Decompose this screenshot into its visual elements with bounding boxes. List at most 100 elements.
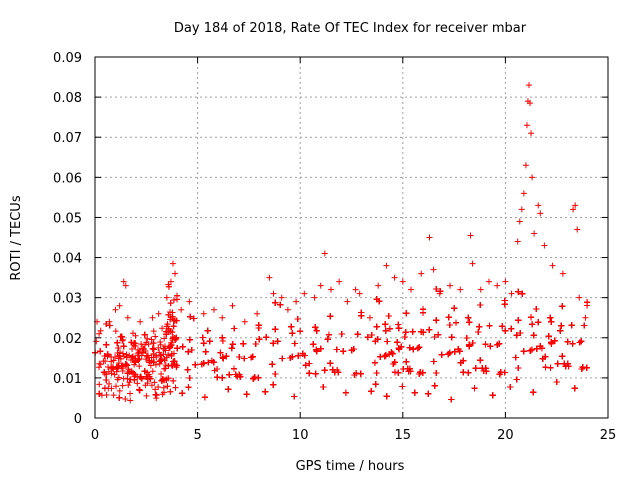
data-point (167, 388, 174, 395)
data-point (149, 345, 156, 352)
data-point (241, 355, 248, 362)
data-point (150, 346, 157, 353)
data-point (317, 345, 324, 352)
data-point (225, 386, 232, 393)
data-point (354, 331, 361, 338)
data-point (232, 371, 239, 378)
data-point (391, 369, 398, 376)
data-point (202, 348, 209, 355)
data-point (373, 323, 380, 330)
data-point (192, 361, 199, 368)
data-point (159, 391, 166, 398)
data-point (131, 361, 138, 368)
data-point (124, 375, 131, 382)
data-point (141, 331, 148, 338)
data-point (327, 313, 334, 320)
data-point (342, 389, 349, 396)
data-point (320, 384, 327, 391)
data-point (324, 336, 331, 343)
data-point (416, 344, 423, 351)
data-point (171, 358, 178, 365)
data-point (414, 345, 421, 352)
data-point (162, 343, 169, 350)
data-point (114, 349, 121, 356)
data-point (128, 339, 135, 346)
data-point (312, 370, 319, 377)
data-point (383, 393, 390, 400)
data-point (138, 341, 145, 348)
data-point (115, 374, 122, 381)
data-point (170, 323, 177, 330)
data-point (103, 376, 110, 383)
data-point (167, 300, 174, 307)
data-point (173, 317, 180, 324)
data-point (384, 338, 391, 345)
data-point (131, 340, 138, 347)
data-point (113, 364, 120, 371)
data-point (96, 390, 103, 397)
data-point (272, 370, 279, 377)
data-point (269, 361, 276, 368)
data-point (219, 334, 226, 341)
data-point (420, 309, 427, 316)
data-point (150, 340, 157, 347)
data-point (291, 340, 298, 347)
data-point (385, 312, 392, 319)
data-point (297, 328, 304, 335)
data-point (164, 383, 171, 390)
data-point (118, 333, 125, 340)
data-point (152, 333, 159, 340)
data-point (127, 356, 134, 363)
data-point (170, 377, 177, 384)
data-point (174, 292, 181, 299)
data-point (116, 394, 123, 401)
data-point (160, 351, 167, 358)
data-point (165, 351, 172, 358)
data-point (144, 335, 151, 342)
data-point (141, 368, 148, 375)
data-point (382, 321, 389, 328)
data-point (116, 387, 123, 394)
data-point (157, 341, 164, 348)
data-point (187, 313, 194, 320)
data-point (170, 297, 177, 304)
data-point (338, 331, 345, 338)
data-point (249, 353, 256, 360)
data-point (252, 340, 259, 347)
data-point (162, 362, 169, 369)
data-point (211, 367, 218, 374)
data-point (137, 373, 144, 380)
data-points (92, 82, 591, 404)
data-point (313, 327, 320, 334)
data-point (219, 354, 226, 361)
data-point (125, 366, 132, 373)
data-point (122, 396, 129, 403)
data-point (115, 363, 122, 370)
data-point (134, 380, 141, 387)
data-point (240, 340, 247, 347)
data-point (372, 381, 379, 388)
data-point (96, 381, 103, 388)
data-point (115, 345, 122, 352)
data-point (122, 361, 129, 368)
data-point (263, 334, 270, 341)
data-point (140, 346, 147, 353)
data-point (226, 371, 233, 378)
chart-title: Day 184 of 2018, Rate Of TEC Index for r… (174, 21, 527, 36)
data-point (185, 384, 192, 391)
data-point (104, 351, 111, 358)
data-point (236, 353, 243, 360)
data-point (145, 341, 152, 348)
data-point (401, 333, 408, 340)
data-point (158, 357, 165, 364)
data-point (153, 353, 160, 360)
data-point (103, 392, 110, 399)
data-point (135, 357, 142, 364)
data-point (120, 336, 127, 343)
data-point (168, 353, 175, 360)
data-point (157, 352, 164, 359)
data-point (120, 343, 127, 350)
data-point (126, 379, 133, 386)
data-point (93, 338, 100, 345)
data-point (146, 357, 153, 364)
